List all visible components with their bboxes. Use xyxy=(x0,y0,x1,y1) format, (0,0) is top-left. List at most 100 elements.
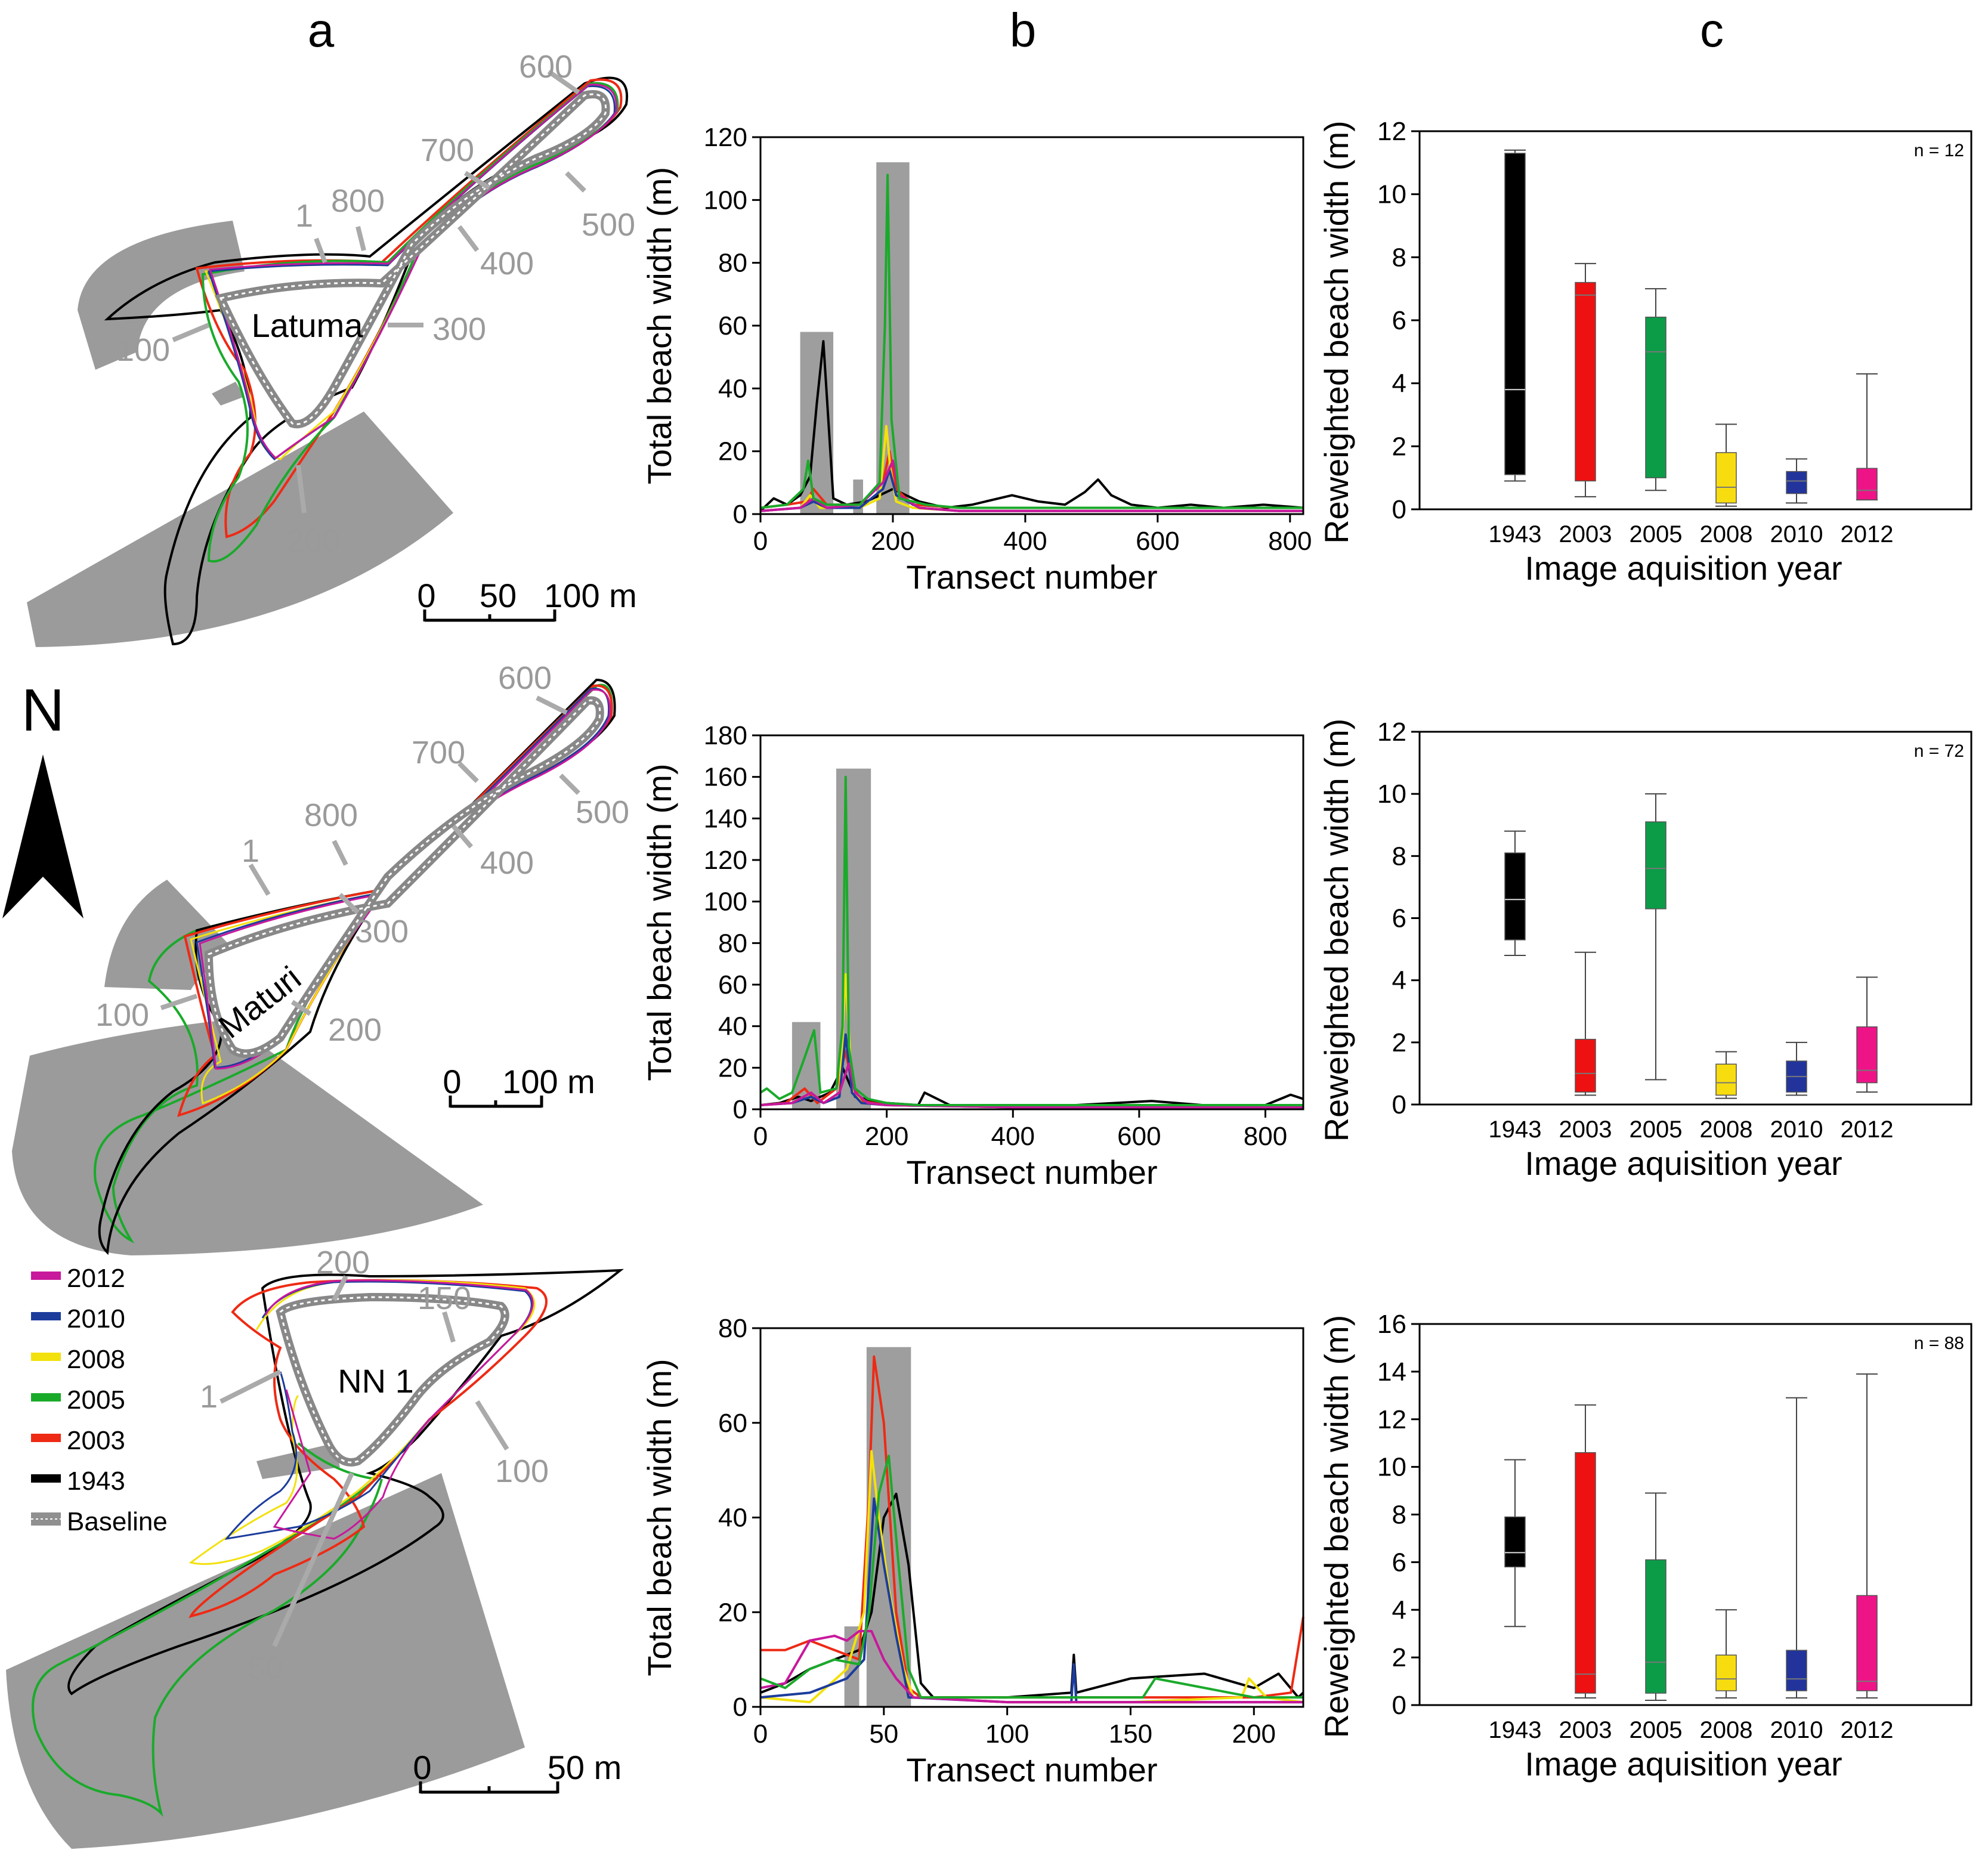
x-tick-label: 200 xyxy=(1232,1719,1276,1749)
transect-label: 100 xyxy=(116,332,170,368)
x-tick-label: 600 xyxy=(1136,527,1179,556)
y-tick-label: 20 xyxy=(718,1598,747,1627)
transect-leader xyxy=(172,323,210,342)
transect-leader xyxy=(160,994,198,1010)
y-tick-label: 0 xyxy=(1392,1691,1406,1720)
plot-frame xyxy=(1418,731,1972,1106)
y-tick-label: 16 xyxy=(1377,1310,1406,1339)
line-chart-nn1: 0 20 40 60 80 0 50 100 150 200 Transect number Tota… xyxy=(641,1314,1304,1789)
y-tick-label: 0 xyxy=(733,500,747,529)
north-arrow-icon xyxy=(2,754,84,918)
y-tick-label: 80 xyxy=(718,249,747,278)
box-2005 xyxy=(1645,821,1667,909)
box-2012 xyxy=(1856,1026,1878,1084)
legend-swatch-2003 xyxy=(31,1434,61,1442)
box-2008 xyxy=(1715,1654,1737,1691)
transect-leader xyxy=(457,762,479,783)
transect-label: 500 xyxy=(582,207,635,243)
transect-leader xyxy=(248,863,271,896)
box-2003 xyxy=(1575,1452,1596,1694)
x-axis-label: Transect number xyxy=(906,558,1157,596)
line-chart-latuma: 0 20 40 60 80 100 120 0 200 400 600 800 Transect num… xyxy=(641,123,1312,596)
box-2008 xyxy=(1715,1063,1737,1096)
x-tick-label: 2003 xyxy=(1559,1116,1612,1143)
transect-leader xyxy=(565,171,586,193)
box-chart-latuma: 1943 2003 2005 2008 2010 2012 0 2 4 6 8 10 12 n = 12 I… xyxy=(1318,117,1972,587)
plot-frame xyxy=(1418,1323,1972,1706)
transect-leader xyxy=(457,225,480,252)
y-axis-label: Total beach width (m) xyxy=(641,1359,678,1676)
x-tick-label: 800 xyxy=(1268,527,1312,556)
map-maturi: 600 700 800 1 500 400 300 100 200 Maturi… xyxy=(12,660,629,1255)
series-line-2012 xyxy=(760,1630,1303,1704)
map-nn1: 200 150 1 100 50 NN 1 0 50 m xyxy=(6,1245,624,1849)
y-tick-label: 12 xyxy=(1377,117,1406,146)
y-tick-label: 100 xyxy=(704,185,747,215)
series-line-2005 xyxy=(760,1455,1303,1699)
y-tick-label: 160 xyxy=(704,763,747,792)
transect-leader xyxy=(442,1311,456,1343)
transect-label: 800 xyxy=(331,183,385,219)
y-tick-label: 100 xyxy=(704,887,747,917)
y-tick-label: 120 xyxy=(704,123,747,152)
transect-leader xyxy=(559,774,580,795)
x-tick-label: 0 xyxy=(753,527,768,556)
legend-swatch-2008 xyxy=(31,1353,61,1361)
box-chart-nn1: 1943 2003 2005 2008 2010 2012 0 2 4 6 8 10 12 14 16 n =… xyxy=(1318,1310,1972,1783)
legend-swatch-2012 xyxy=(31,1272,61,1280)
transect-label: 400 xyxy=(480,845,534,881)
sample-size-annotation: n = 88 xyxy=(1914,1334,1964,1353)
transect-leader xyxy=(332,840,348,866)
transect-label: 200 xyxy=(286,523,340,559)
x-tick-label: 400 xyxy=(991,1122,1035,1151)
transect-leader xyxy=(355,226,366,251)
y-tick-label: 6 xyxy=(1392,306,1406,335)
y-tick-label: 4 xyxy=(1392,1595,1406,1625)
x-tick-label: 150 xyxy=(1109,1719,1152,1749)
transect-label: 300 xyxy=(432,311,486,347)
transect-label: 100 xyxy=(95,997,149,1033)
transect-label: 800 xyxy=(304,797,358,833)
scale-label: 100 m xyxy=(502,1063,595,1100)
transect-leader xyxy=(547,69,580,95)
x-tick-label: 2008 xyxy=(1700,521,1753,547)
y-tick-label: 140 xyxy=(704,804,747,833)
y-tick-label: 20 xyxy=(718,437,747,466)
shaded-bar xyxy=(876,162,910,515)
scale-label: 50 m xyxy=(548,1749,622,1786)
north-label: N xyxy=(21,677,64,744)
legend-label: Baseline xyxy=(67,1507,168,1536)
y-tick-label: 8 xyxy=(1392,842,1406,871)
y-tick-label: 10 xyxy=(1377,1453,1406,1482)
x-tick-label: 2010 xyxy=(1770,1717,1823,1743)
transect-leader xyxy=(296,465,307,513)
y-tick-label: 6 xyxy=(1392,1548,1406,1577)
x-tick-label: 0 xyxy=(753,1122,768,1151)
y-tick-label: 8 xyxy=(1392,1501,1406,1530)
y-axis-label: Total beach width (m) xyxy=(641,763,678,1081)
x-tick-label: 2008 xyxy=(1700,1717,1753,1743)
map-sector-shade xyxy=(27,412,453,647)
x-axis-label: Image aquisition year xyxy=(1525,549,1842,587)
series-line-2008 xyxy=(760,1450,1304,1704)
legend: 2012 2010 2008 2005 2003 1943 Baseline xyxy=(31,1264,168,1536)
x-tick-label: 1943 xyxy=(1489,1717,1542,1743)
y-tick-label: 12 xyxy=(1377,1405,1406,1434)
baseline xyxy=(279,1296,506,1464)
series-line-2005 xyxy=(759,775,1303,1106)
transect-label: 150 xyxy=(418,1280,471,1316)
y-tick-label: 180 xyxy=(704,721,747,750)
transect-label: 1 xyxy=(200,1379,218,1415)
y-tick-label: 6 xyxy=(1392,904,1406,933)
y-tick-label: 80 xyxy=(718,929,747,958)
x-axis-label: Image aquisition year xyxy=(1525,1745,1842,1783)
y-tick-label: 20 xyxy=(718,1053,747,1082)
baseline xyxy=(219,93,607,425)
x-tick-label: 200 xyxy=(865,1122,908,1151)
transect-leader xyxy=(451,824,474,849)
plot-frame xyxy=(759,734,1304,1110)
plot-frame xyxy=(1418,130,1972,511)
scale-label: 50 xyxy=(480,577,517,614)
y-tick-label: 2 xyxy=(1392,1028,1406,1057)
box-2008 xyxy=(1715,452,1737,504)
